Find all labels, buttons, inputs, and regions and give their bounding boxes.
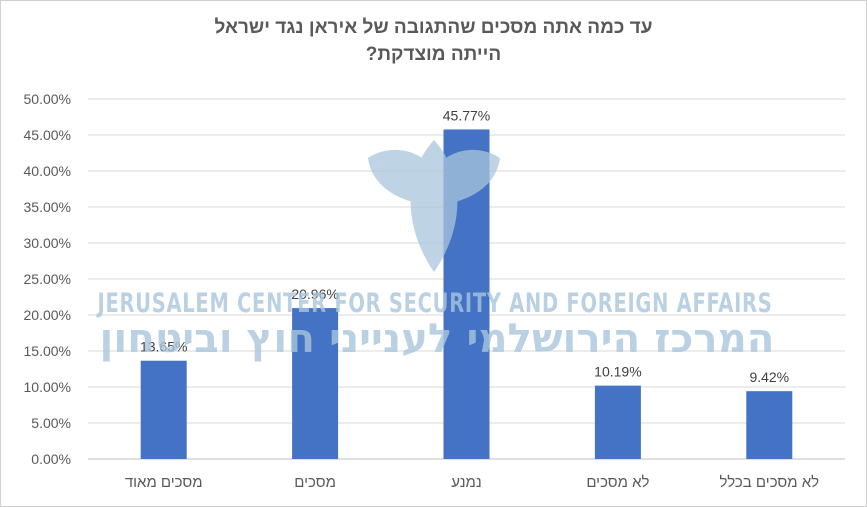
chart-title: עד כמה אתה מסכים שהתגובה של איראן נגד יש… [0,14,867,68]
x-tick-label: לא מסכים [586,474,649,491]
x-tick-label: מסכים מאוד [125,474,203,491]
y-tick-label: 20.00% [24,307,71,323]
data-label: 20.96% [291,286,338,302]
watermark-english: JERUSALEM CENTER FOR SECURITY AND FOREIG… [96,288,772,319]
watermark-hebrew: המרכז הירושלמי לענייני חוץ וביטחון [100,316,775,362]
data-label: 13.65% [140,339,187,355]
chart-title-line-1: עד כמה אתה מסכים שהתגובה של איראן נגד יש… [214,17,653,38]
bar [140,360,187,459]
bar [292,308,339,459]
watermark-logo-icon [368,140,500,272]
y-tick-label: 40.00% [24,163,71,179]
bar [594,385,641,459]
y-tick-label: 10.00% [24,379,71,395]
data-label: 9.42% [749,369,789,385]
y-tick-label: 35.00% [24,199,71,215]
chart-title-line-2: הייתה מוצדקת? [365,44,502,65]
y-tick-label: 0.00% [31,451,71,467]
x-tick-label: לא מסכים בכלל [719,474,819,491]
data-label: 10.19% [594,364,641,380]
y-tick-label: 50.00% [24,91,71,107]
y-tick-label: 30.00% [24,235,71,251]
bar [746,391,793,459]
y-tick-label: 25.00% [24,271,71,287]
y-tick-label: 5.00% [31,415,71,431]
y-tick-label: 15.00% [24,343,71,359]
data-label: 45.77% [443,107,490,123]
x-tick-label: מסכים [294,474,336,491]
y-tick-label: 45.00% [24,127,71,143]
x-tick-label: נמנע [451,474,481,491]
